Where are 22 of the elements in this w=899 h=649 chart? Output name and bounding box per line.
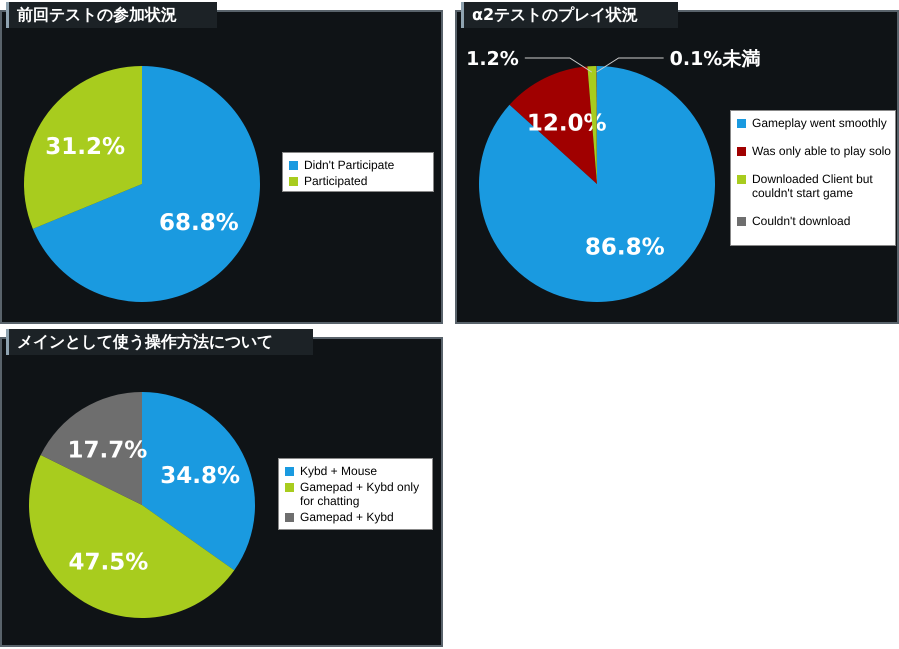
legend-label: Kybd + Mouse: [300, 464, 378, 478]
legend-label: Downloaded Client but couldn't start game: [752, 172, 874, 200]
legend-label: Gamepad + Kybd: [300, 510, 394, 524]
data-label: 0.1%未満: [670, 48, 760, 70]
data-label: 86.8%: [584, 234, 665, 261]
pie-slice: [479, 66, 715, 302]
legend-label: Was only able to play solo: [752, 144, 891, 158]
legend-label: Gamepad + Kybd only for chatting: [300, 480, 420, 508]
data-label: 47.5%: [68, 549, 148, 576]
data-label: 34.8%: [160, 462, 240, 489]
legend-label: Participated: [304, 174, 368, 188]
chart-title: 前回テストの参加状況: [6, 2, 217, 28]
chart-title: メインとして使う操作方法について: [6, 329, 313, 355]
legend-label: Didn't Participate: [304, 158, 394, 172]
data-label: 68.8%: [158, 210, 239, 236]
pie-slice: [24, 66, 142, 229]
data-label: 1.2%: [466, 48, 519, 70]
legend-label: Couldn't download: [752, 214, 850, 228]
data-label: 31.2%: [45, 134, 126, 160]
pie-slice: [32, 66, 260, 302]
legend-label: Gameplay went smoothly: [752, 116, 887, 130]
chart-title: α2テストのプレイ状況: [461, 2, 678, 28]
